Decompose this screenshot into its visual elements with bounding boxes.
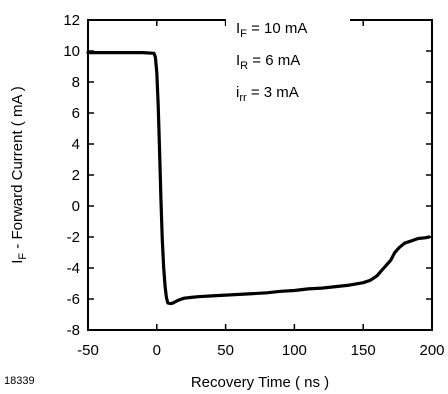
y-axis-title-rest: - Forward Current ( mA ) — [9, 86, 26, 253]
annotation-background — [226, 17, 350, 119]
annotation-1: IR = 6 mA — [236, 52, 300, 72]
y-axis-title-sub: F — [17, 253, 29, 260]
series-line — [86, 51, 431, 306]
y-tick-label-3: -2 — [67, 229, 80, 246]
plot-area: -50 0 50 100 150 200 -8 -6 -4 -2 0 2 4 6 8 10 12 IF = 1… — [63, 12, 444, 359]
x-tick-label-3: 100 — [282, 342, 307, 359]
x-axis-title: Recovery Time ( ns ) — [191, 374, 329, 391]
y-tick-label-10: 12 — [63, 12, 80, 29]
y-tick-label-7: 6 — [72, 105, 80, 122]
y-tick-label-5: 2 — [72, 167, 80, 184]
annotation-2: irr = 3 mA — [236, 84, 299, 104]
annotation-box: IF = 10 mA IR = 6 mA irr = 3 mA — [226, 17, 350, 119]
y-tick-label-9: 10 — [63, 43, 80, 60]
y-tick-label-8: 8 — [72, 74, 80, 91]
y-tick-label-1: -6 — [67, 291, 80, 308]
figure-id: 18339 — [4, 375, 35, 387]
y-tick-label-4: 0 — [72, 198, 80, 215]
x-tick-label-2: 50 — [217, 342, 234, 359]
axis-ticks — [87, 19, 433, 331]
y-axis-title: IF - Forward Current ( mA ) — [9, 86, 29, 264]
x-tick-label-0: -50 — [77, 342, 99, 359]
x-tick-label-5: 200 — [419, 342, 444, 359]
y-tick-label-0: -8 — [67, 322, 80, 339]
y-tick-label-6: 4 — [72, 136, 80, 153]
x-tick-label-4: 150 — [351, 342, 376, 359]
x-tick-label-1: 0 — [153, 342, 161, 359]
x-tick-labels: -50 0 50 100 150 200 — [77, 342, 444, 359]
y-axis-title-main: I — [9, 260, 26, 264]
y-tick-label-2: -4 — [67, 260, 80, 277]
y-tick-labels: -8 -6 -4 -2 0 2 4 6 8 10 12 — [63, 12, 80, 339]
annotation-0: IF = 10 mA — [236, 20, 307, 40]
